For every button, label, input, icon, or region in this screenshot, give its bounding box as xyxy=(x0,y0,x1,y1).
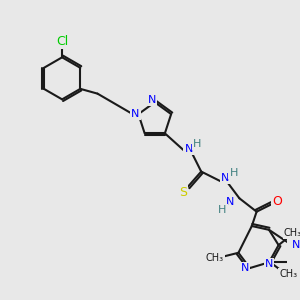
Text: N: N xyxy=(226,197,234,207)
Text: S: S xyxy=(179,186,187,199)
Text: N: N xyxy=(148,95,156,105)
Text: CH₃: CH₃ xyxy=(206,254,224,263)
Text: N: N xyxy=(221,173,229,183)
Text: H: H xyxy=(193,139,202,149)
Text: N: N xyxy=(292,240,300,250)
Text: H: H xyxy=(230,167,238,178)
Text: N: N xyxy=(184,144,193,154)
Text: N: N xyxy=(265,259,273,269)
Text: O: O xyxy=(273,195,283,208)
Text: H: H xyxy=(218,205,226,215)
Text: CH₃: CH₃ xyxy=(279,269,297,279)
Text: Cl: Cl xyxy=(56,34,68,48)
Text: N: N xyxy=(131,109,140,119)
Text: CH₃: CH₃ xyxy=(284,228,300,238)
Text: N: N xyxy=(241,263,249,273)
